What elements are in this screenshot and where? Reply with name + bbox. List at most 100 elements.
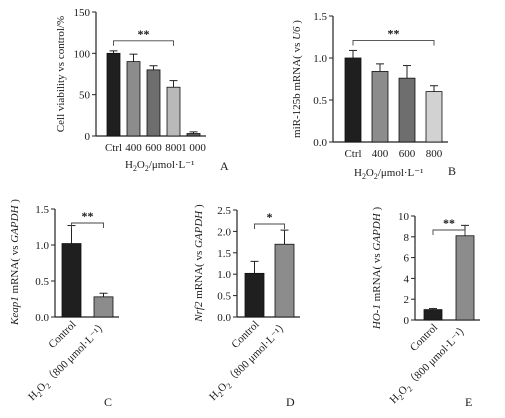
bar — [126, 61, 141, 137]
y-axis-label-part: ) — [193, 204, 205, 211]
label-part: /μmol·L⁻¹ — [149, 159, 195, 171]
bar — [423, 309, 443, 321]
significance-label: ** — [443, 216, 455, 230]
y-axis-label-part: mRNA( vs — [193, 248, 205, 301]
bar — [398, 77, 416, 143]
y-axis-label: Cell viability vs control/% — [55, 16, 67, 132]
significance-bracket — [71, 222, 104, 228]
y-tick-label: 1.0 — [35, 240, 49, 252]
bar — [371, 71, 389, 143]
y-axis-label-part: mRNA( vs — [9, 243, 21, 296]
bar — [61, 243, 82, 318]
bar — [455, 235, 475, 321]
category-label: 1 000 — [181, 142, 206, 154]
bar — [106, 52, 121, 137]
y-tick-label: 8 — [404, 232, 410, 244]
y-axis-label: HO-1 mRNA( vs GAPDH ) — [371, 207, 383, 331]
y-tick-label: 100 — [74, 48, 91, 60]
y-tick-label: 1.5 — [313, 11, 327, 23]
y-tick-label: 1.5 — [35, 204, 49, 216]
label-part: 2 — [374, 172, 378, 181]
y-tick-label: 2.0 — [217, 226, 231, 238]
bar — [425, 91, 443, 143]
label-part: H — [125, 159, 133, 171]
y-axis-label-part: ) — [371, 207, 383, 214]
y-axis-label-part: HO-1 — [371, 304, 383, 330]
label-part: 2 — [44, 381, 53, 390]
y-tick-label: 0.0 — [217, 312, 231, 324]
label-part: O — [137, 159, 145, 171]
y-tick-label: 4 — [404, 273, 410, 285]
label-part: /μmol·L⁻¹ — [378, 167, 424, 179]
significance-bracket — [432, 229, 466, 235]
significance-bracket — [113, 40, 174, 46]
significance-bracket — [352, 39, 435, 46]
y-axis-label-part: mRNA( vs — [371, 251, 383, 304]
y-tick-label: 1.5 — [217, 248, 231, 260]
y-tick-label: 50 — [79, 90, 91, 102]
y-tick-label: 0 — [404, 315, 410, 327]
category-label: 800 — [426, 148, 443, 160]
y-axis-label-part: U6 — [291, 26, 303, 40]
y-axis-label: miR-125b mRNA( vs U6 ) — [291, 20, 303, 138]
y-tick-label: 1.0 — [313, 53, 327, 65]
bar — [344, 57, 362, 143]
significance-label: * — [267, 210, 273, 224]
category-label: Ctrl — [344, 148, 361, 160]
significance-label: ** — [138, 27, 150, 41]
y-tick-label: 150 — [74, 7, 91, 19]
label-part: 2 — [133, 164, 137, 173]
significance-label: ** — [82, 209, 94, 223]
significance-bracket — [254, 223, 285, 229]
x-axis-label: H2O2/μmol·L⁻¹ — [354, 167, 423, 181]
x-axis-label: H2O2/μmol·L⁻¹ — [125, 159, 194, 173]
bar — [166, 86, 181, 137]
label-part: 2 — [145, 164, 149, 173]
y-axis-label: Keap1 mRNA( vs GAPDH ) — [9, 199, 21, 326]
y-axis-label-part: GAPDH — [9, 204, 21, 242]
label-part: 2 — [405, 384, 414, 393]
y-tick-label: 10 — [398, 211, 410, 223]
y-tick-label: 0 — [85, 131, 91, 143]
y-axis-label: Nrf2 mRNA( vs GAPDH ) — [193, 204, 205, 323]
bar — [274, 243, 295, 318]
y-tick-label: 0.5 — [217, 291, 231, 303]
category-label: Ctrl — [105, 142, 122, 154]
y-tick-label: 6 — [404, 253, 410, 265]
category-label: 400 — [125, 142, 142, 154]
y-tick-label: 2.5 — [217, 205, 231, 217]
y-tick-label: 0.5 — [35, 276, 49, 288]
label-part: 2 — [225, 381, 234, 390]
significance-label: ** — [388, 26, 400, 40]
y-axis-label-part: miR-125b mRNA( vs — [291, 40, 303, 138]
bar — [244, 272, 265, 318]
bar — [93, 296, 114, 318]
label-part: O — [366, 167, 374, 179]
y-tick-label: 1.0 — [217, 269, 231, 281]
y-tick-label: 0.0 — [35, 312, 49, 324]
label-part: 2 — [35, 390, 44, 399]
label-part: 2 — [216, 390, 225, 399]
category-label: 800 — [165, 142, 182, 154]
category-label: 400 — [372, 148, 389, 160]
category-label: 600 — [145, 142, 162, 154]
bar — [146, 69, 161, 137]
category-label: 600 — [399, 148, 416, 160]
y-tick-label: 0.5 — [313, 95, 327, 107]
y-axis-label-part: Nrf2 — [193, 301, 205, 323]
panel-label: B — [448, 164, 456, 178]
label-part: H — [354, 167, 362, 179]
y-axis-label-part: ) — [9, 199, 21, 206]
y-axis-label-part: Keap1 — [9, 296, 21, 326]
panel-label: D — [286, 395, 295, 409]
label-part: 2 — [397, 393, 406, 402]
chart-panel: 0 50 100 150 Cell viability vs control/% Ctrl… — [55, 7, 229, 173]
bar — [186, 133, 201, 137]
y-tick-label: 0.0 — [313, 137, 327, 149]
y-axis-label-part: ) — [291, 20, 303, 27]
chart-panel: 0.0 0.5 1.0 1.5 miR-125b mRNA( vs U6 ) Ctrl 40… — [291, 11, 456, 181]
